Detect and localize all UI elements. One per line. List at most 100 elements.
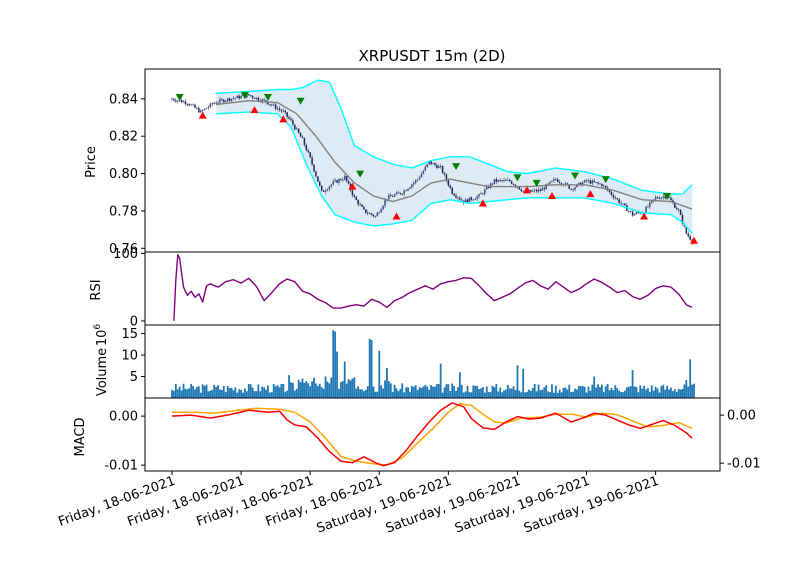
volume-bar (449, 390, 452, 398)
volume-bar (610, 387, 613, 398)
macd-y-ticks: 0.00 -0.01 0.00 -0.01 (104, 409, 760, 474)
macd-right-tick-label: 0.00 (727, 409, 756, 424)
volume-bar (677, 388, 680, 398)
rsi-y-ticks: 100 0 (113, 247, 145, 329)
buy-signal-marker (663, 192, 672, 200)
candle-body (541, 188, 544, 191)
candle-body (232, 98, 235, 100)
candle-body (305, 145, 308, 151)
volume-bar (570, 391, 573, 398)
volume-bar (639, 385, 642, 398)
candlestick (249, 94, 252, 97)
volume-bar (585, 392, 588, 398)
volume-bar (395, 388, 398, 398)
volume-bar (343, 361, 346, 398)
candle-body (418, 177, 421, 180)
candle-body (518, 187, 521, 190)
candlestick (608, 189, 611, 195)
volume-bar (468, 392, 471, 398)
candlestick (495, 177, 498, 185)
volume-bar (472, 385, 475, 398)
volume-bar (480, 388, 482, 398)
candlestick (351, 189, 354, 198)
buy-signal-marker (601, 176, 610, 184)
candlestick (593, 178, 595, 183)
volume-bar (566, 389, 569, 398)
candle-body (359, 204, 361, 206)
candle-body (347, 181, 350, 184)
candle-body (223, 99, 225, 103)
candle-body (453, 193, 455, 196)
volume-bar (581, 385, 584, 398)
candlestick (484, 187, 486, 196)
candlestick (539, 187, 542, 193)
candlestick (649, 201, 651, 210)
macd-y-label: MACD (73, 418, 88, 457)
candlestick (194, 103, 196, 109)
volume-bar (332, 330, 335, 398)
candle-body (253, 97, 256, 99)
candlestick (301, 135, 304, 139)
candlestick (457, 196, 459, 201)
volume-bar (338, 388, 340, 398)
candle-body (670, 197, 672, 201)
candle-body (261, 99, 263, 102)
volume-bar (627, 386, 630, 398)
candle-body (608, 190, 611, 192)
candle-body (324, 190, 327, 192)
volume-bar (576, 389, 578, 398)
candle-body (315, 171, 317, 177)
candlestick (393, 193, 396, 198)
candle-body (397, 192, 400, 194)
candlestick (411, 183, 413, 190)
volume-bar (503, 390, 505, 398)
volume-bar (274, 386, 277, 398)
volume-bar (326, 381, 329, 398)
candle-body (593, 180, 595, 183)
candle-body (535, 189, 538, 192)
candle-body (585, 180, 588, 182)
candle-body (514, 184, 517, 187)
volume-bar (366, 386, 369, 398)
candle-body (645, 206, 647, 213)
candle-body (198, 108, 200, 113)
candlestick (223, 98, 225, 104)
volume-bar (303, 382, 306, 398)
volume-bar (309, 386, 312, 398)
candle-body (313, 164, 315, 172)
candle-body (249, 95, 252, 96)
volume-bar (403, 392, 406, 398)
candle-body (439, 166, 442, 167)
candle-body (263, 99, 265, 101)
volume-bar (457, 387, 459, 398)
candle-body (614, 197, 617, 199)
candle-body (597, 182, 599, 184)
candlestick (478, 193, 480, 199)
volume-bar (207, 391, 210, 398)
volume-bar (426, 386, 429, 398)
candle-body (340, 179, 342, 181)
volume-bar (357, 386, 360, 398)
sell-signal-marker (523, 186, 532, 194)
candle-body (426, 164, 428, 167)
candlestick (476, 194, 478, 201)
volume-bar (197, 386, 200, 398)
volume-bar (196, 386, 198, 398)
candle-body (171, 98, 173, 100)
candlestick (171, 97, 173, 100)
candle-body (236, 95, 238, 98)
price-tick-label: 0.80 (109, 167, 138, 182)
candlestick (368, 211, 371, 215)
candlestick (313, 164, 315, 173)
volume-bar (435, 384, 438, 398)
candlestick (505, 178, 507, 181)
candlestick (382, 204, 384, 211)
volume-bar (589, 390, 592, 398)
volume-bar (324, 376, 327, 398)
candle-body (416, 179, 419, 181)
candle-body (622, 203, 624, 205)
candle-body (599, 183, 601, 185)
candle-body (301, 136, 304, 139)
candle-body (581, 182, 584, 186)
volume-bar (290, 382, 292, 398)
